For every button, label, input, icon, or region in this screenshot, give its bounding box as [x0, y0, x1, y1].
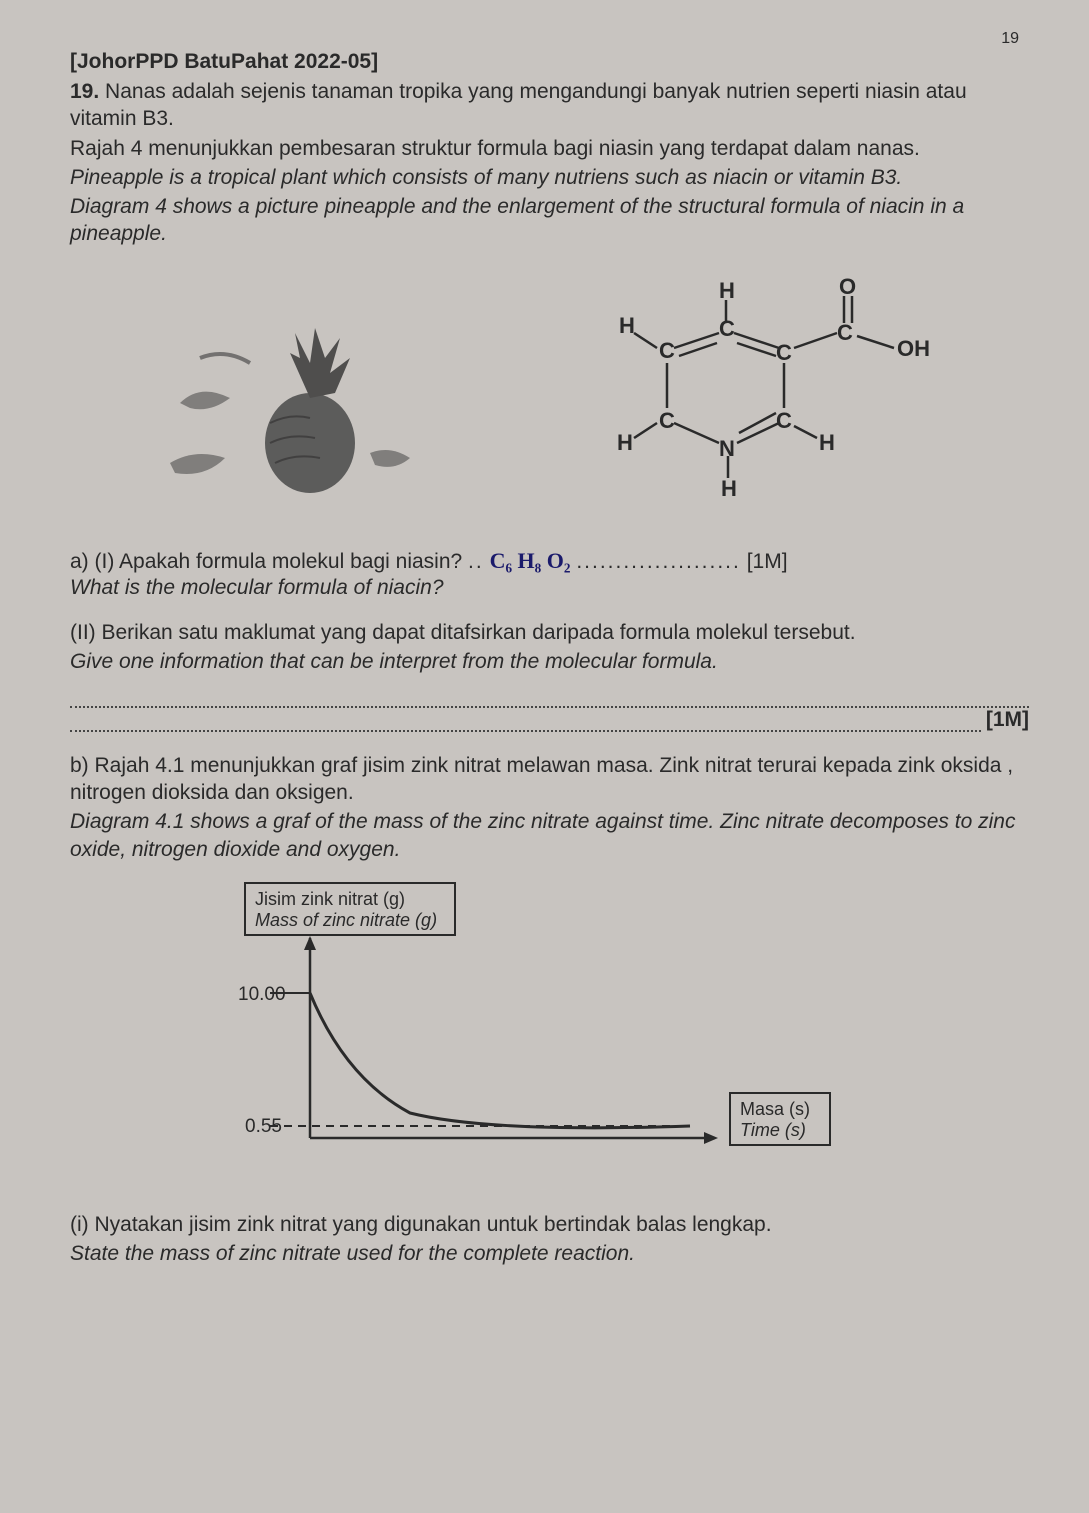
svg-text:H: H: [819, 430, 835, 455]
a-ii-en: Give one information that can be interpr…: [70, 648, 1029, 675]
a-i-question: a) (I) Apakah formula molekul bagi niasi…: [70, 548, 1029, 574]
b-en-1: Diagram 4.1 shows a graf of the mass of …: [70, 808, 1029, 863]
svg-text:C: C: [776, 340, 792, 365]
intro-ms-1: 19. Nanas adalah sejenis tanaman tropika…: [70, 78, 1029, 133]
graph-4-1: Jisim zink nitrat (g) Mass of zinc nitra…: [210, 878, 1029, 1193]
question-number: 19.: [70, 80, 99, 103]
page-number: 19: [1001, 30, 1019, 48]
x-label-en: Time (s): [740, 1120, 806, 1140]
b-i-ms: (i) Nyatakan jisim zink nitrat yang digu…: [70, 1211, 1029, 1238]
svg-text:C: C: [776, 408, 792, 433]
svg-text:H: H: [721, 476, 737, 501]
svg-text:H: H: [619, 313, 635, 338]
svg-text:H: H: [719, 278, 735, 303]
answer-line-2: [1M]: [70, 730, 1029, 732]
b-ms-1: b) Rajah 4.1 menunjukkan graf jisim zink…: [70, 752, 1029, 807]
svg-text:C: C: [659, 408, 675, 433]
intro-ms-2: Rajah 4 menunjukkan pembesaran struktur …: [70, 135, 1029, 162]
dots-leader: ..: [468, 550, 484, 573]
a-i-en: What is the molecular formula of niacin?: [70, 574, 1029, 601]
niacin-structure: H C C H C C H N H C H C O OH: [579, 278, 959, 528]
b-i-en: State the mass of zinc nitrate used for …: [70, 1240, 1029, 1267]
svg-text:C: C: [659, 338, 675, 363]
svg-text:C: C: [719, 316, 735, 341]
y-tick-top: 10.00: [238, 984, 286, 1005]
intro-en-1: Pineapple is a tropical plant which cons…: [70, 164, 1029, 191]
pineapple-image: [140, 303, 440, 503]
svg-text:OH: OH: [897, 336, 930, 361]
diagram-row: H C C H C C H N H C H C O OH: [70, 273, 1029, 533]
svg-text:O: O: [839, 278, 856, 299]
a-i-mark: [1M]: [747, 550, 788, 573]
y-label-ms: Jisim zink nitrat (g): [255, 889, 405, 909]
answer-line-1: [70, 706, 1029, 708]
y-label-en: Mass of zinc nitrate (g): [255, 910, 437, 930]
source-ref: [JohorPPD BatuPahat 2022-05]: [70, 50, 1029, 74]
intro-en-2: Diagram 4 shows a picture pineapple and …: [70, 193, 1029, 248]
svg-text:H: H: [617, 430, 633, 455]
intro-ms-1-text: Nanas adalah sejenis tanaman tropika yan…: [70, 80, 967, 130]
a-ii-mark: [1M]: [982, 708, 1029, 732]
a-i-ms: a) (I) Apakah formula molekul bagi niasi…: [70, 550, 462, 573]
x-label-ms: Masa (s): [740, 1099, 810, 1119]
svg-text:C: C: [837, 320, 853, 345]
svg-text:N: N: [719, 436, 735, 461]
a-ii-ms: (II) Berikan satu maklumat yang dapat di…: [70, 619, 1029, 646]
dots-leader-2: .....................: [576, 550, 741, 573]
y-tick-bottom: 0.55: [245, 1116, 282, 1137]
a-i-answer-handwritten: C₆ H₈ O₂: [490, 548, 571, 573]
